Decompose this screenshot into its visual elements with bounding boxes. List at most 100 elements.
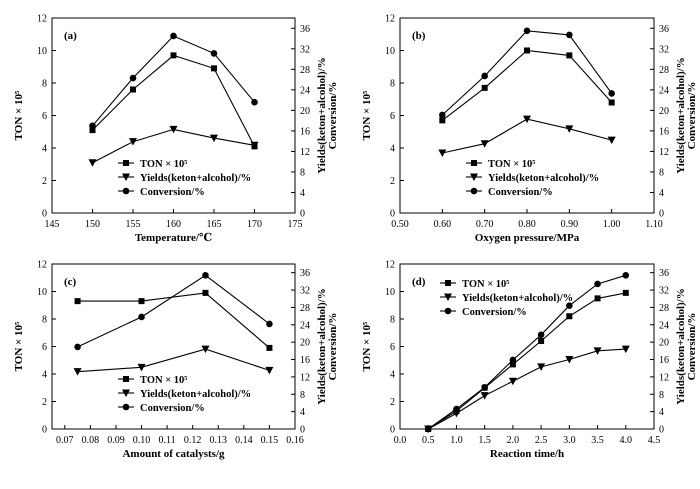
- y-right-tick-label: 20: [659, 106, 669, 117]
- legend-label: Conversion/%: [140, 187, 205, 198]
- y-right-tick-label: 24: [300, 320, 310, 331]
- data-point: [621, 345, 630, 354]
- y-right-tick-label: 4: [659, 188, 664, 199]
- data-point: [250, 141, 259, 150]
- data-point: [88, 159, 97, 167]
- legend-marker: [122, 173, 130, 181]
- y-left-tick-label: 4: [42, 370, 47, 381]
- data-point: [265, 366, 274, 375]
- x-tick-label: 3.0: [563, 435, 576, 446]
- y-left-tick-label: 4: [42, 144, 47, 155]
- y-left-axis-title: TON × 10⁵: [13, 321, 25, 371]
- y-left-tick-label: 6: [390, 111, 395, 122]
- x-tick-label: 1.00: [603, 219, 621, 230]
- series-line: [77, 292, 270, 349]
- series-circle: [89, 32, 258, 130]
- series-triangle-down: [424, 345, 630, 433]
- x-tick-label: 175: [288, 219, 303, 230]
- data-point: [129, 74, 137, 82]
- data-point: [594, 280, 601, 288]
- y-left-tick-label: 6: [42, 342, 47, 353]
- y-right-tick-label: 4: [300, 407, 305, 418]
- chart-panel-1: 145 150 155 160 165 170 1750246810120481216202…: [13, 14, 339, 245]
- y-right-tick-label: 20: [659, 338, 669, 349]
- data-point: [210, 134, 218, 143]
- series-line: [441, 30, 613, 116]
- y-left-tick-label: 4: [390, 370, 395, 381]
- data-point: [538, 338, 545, 344]
- y-right-tick-label: 12: [300, 372, 310, 383]
- y-right-axis-title-yields: Yields(keton+alcohol)/%: [675, 288, 687, 404]
- data-point: [201, 345, 210, 354]
- panel-label: (a): [64, 30, 77, 42]
- series-line: [442, 118, 612, 154]
- y-right-tick-label: 8: [300, 390, 305, 401]
- series-triangle-down: [88, 125, 259, 167]
- x-tick-label: 0.5: [422, 435, 435, 446]
- y-left-tick-label: 4: [390, 144, 395, 155]
- x-axis-title: Temperature/℃: [135, 232, 212, 244]
- x-tick-label: 0.12: [184, 435, 202, 446]
- x-axis-title: Amount of catalysts/g: [122, 448, 225, 460]
- x-axis-title: Oxygen pressure/MPa: [475, 232, 580, 244]
- legend: TON × 10⁵ Yields(keton+alcohol)/% Conversi…: [118, 159, 251, 198]
- series-circle: [439, 27, 615, 119]
- data-point: [608, 90, 615, 97]
- y-right-tick-label: 4: [300, 188, 305, 199]
- y-right-tick-label: 0: [659, 425, 664, 436]
- x-tick-label: 1.0: [450, 435, 463, 446]
- legend: TON × 10⁵ Yields(keton+alcohol)/% Conversi…: [440, 279, 573, 318]
- data-point: [480, 140, 489, 148]
- legend-label: Conversion/%: [462, 307, 527, 318]
- y-left-tick-label: 8: [42, 79, 47, 90]
- legend-marker: [444, 307, 452, 315]
- data-point: [202, 271, 209, 279]
- y-left-tick-label: 2: [42, 176, 47, 187]
- y-left-tick-label: 0: [42, 425, 47, 436]
- y-right-axis-title-conversion: Conversion/%: [327, 313, 339, 381]
- data-point: [137, 363, 146, 372]
- data-point: [202, 289, 209, 296]
- data-point: [73, 368, 82, 376]
- series-circle: [424, 271, 630, 433]
- y-right-axis-title-yields: Yields(keton+alcohol)/%: [316, 57, 328, 173]
- y-right-tick-label: 20: [300, 106, 310, 117]
- x-tick-label: 0.16: [286, 435, 304, 446]
- legend-marker: [122, 187, 130, 195]
- x-tick-label: 0.09: [107, 435, 125, 446]
- legend-label: TON × 10⁵: [488, 159, 535, 170]
- data-point: [438, 149, 447, 157]
- x-tick-label: 1.5: [478, 435, 491, 446]
- x-tick-label: 155: [126, 219, 141, 230]
- data-point: [524, 47, 530, 54]
- series-line: [77, 274, 270, 348]
- legend-marker: [444, 293, 452, 301]
- y-right-axis-title-conversion: Conversion/%: [686, 82, 698, 150]
- data-point: [138, 313, 145, 321]
- legend-label: TON × 10⁵: [140, 375, 187, 386]
- y-right-tick-label: 24: [659, 85, 669, 96]
- data-point: [566, 31, 573, 39]
- y-right-tick-label: 4: [659, 407, 664, 418]
- y-right-tick-label: 24: [300, 85, 310, 96]
- y-right-tick-label: 0: [300, 209, 305, 220]
- series-line: [77, 348, 270, 373]
- data-point: [622, 271, 630, 279]
- data-point: [523, 27, 531, 35]
- y-right-tick-label: 20: [300, 338, 310, 349]
- y-right-tick-label: 28: [659, 303, 669, 314]
- data-point: [89, 122, 96, 130]
- legend-marker: [123, 160, 129, 166]
- data-point: [565, 356, 574, 364]
- y-left-tick-label: 6: [42, 111, 47, 122]
- y-right-tick-label: 28: [659, 65, 669, 76]
- legend-label: Yields(keton+alcohol)/%: [140, 173, 251, 184]
- series-line: [92, 128, 255, 164]
- legend-label: Yields(keton+alcohol)/%: [488, 173, 599, 184]
- y-left-tick-label: 12: [385, 260, 395, 271]
- data-point: [89, 127, 96, 134]
- legend-marker: [470, 187, 478, 195]
- x-tick-label: 4.5: [648, 435, 661, 446]
- y-left-tick-label: 8: [390, 315, 395, 326]
